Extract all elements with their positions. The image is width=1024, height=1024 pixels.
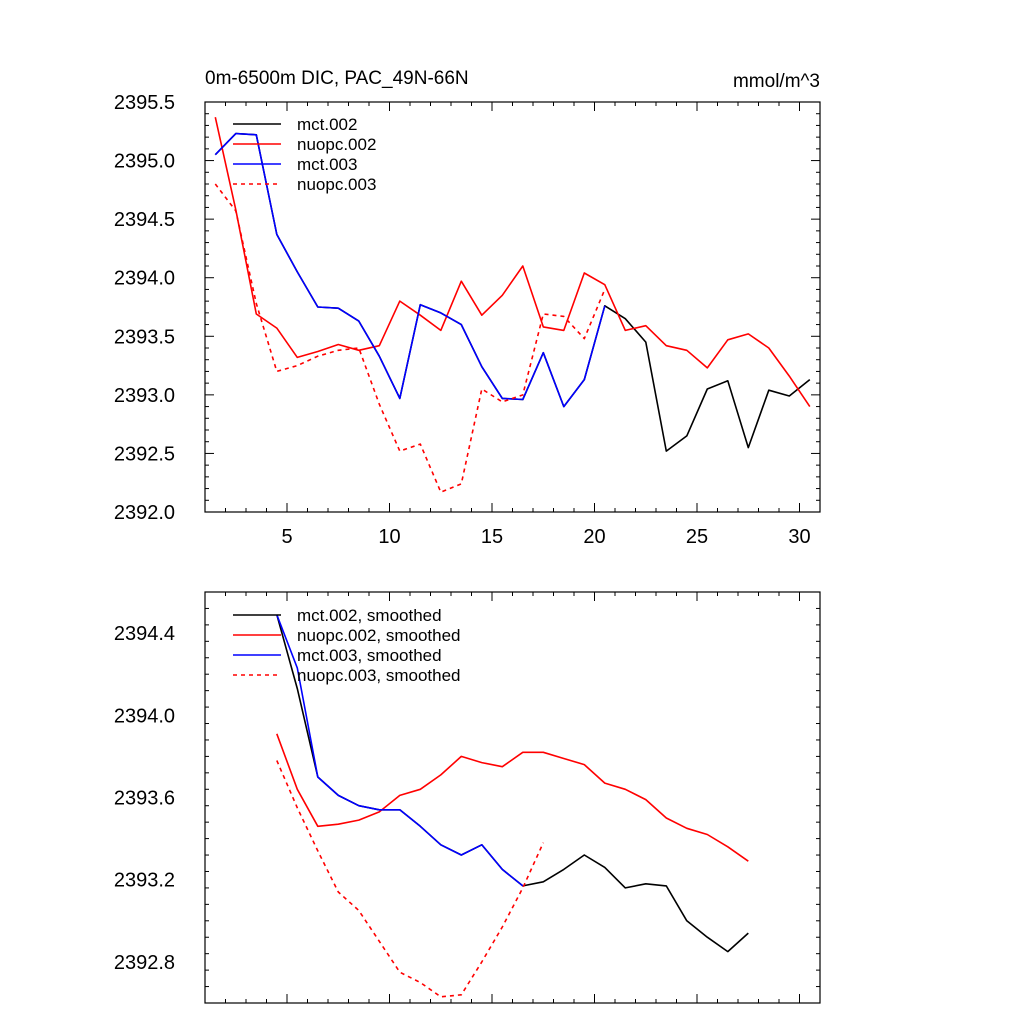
top-legend-label: mct.003 [297, 155, 357, 174]
bottom-y-tick-label: 2392.8 [114, 952, 175, 974]
top-series-nuopc-003 [214, 183, 606, 493]
top-series-mct-003 [214, 132, 606, 408]
top-y-tick-label: 2393.0 [114, 385, 175, 407]
top-plot: 5 10 15 20 25 30 2392.0 2392.5 2393.0 2393.5 2394.… [114, 92, 821, 548]
top-y-tick-label: 2395.5 [114, 92, 175, 114]
bottom-y-tick-label: 2394.4 [114, 623, 175, 645]
top-units: mmol/m^3 [733, 71, 820, 92]
bottom-plot: 2392.8 2393.2 2393.6 2394.0 2394.4 mct.002, s… [114, 591, 821, 1004]
top-x-tick-label: 20 [583, 526, 605, 548]
bottom-panel: 2392.8 2393.2 2393.6 2394.0 2394.4 mct.002, s… [114, 591, 821, 1004]
top-x-tick-label: 10 [378, 526, 400, 548]
top-y-tick-label: 2392.5 [114, 443, 175, 465]
top-panel: 0m-6500m DIC, PAC_49N-66N mmol/m^3 5 10 15… [114, 68, 821, 548]
top-y-tick-label: 2393.5 [114, 326, 175, 348]
bottom-series-mct-003-smoothed [276, 614, 524, 887]
bottom-series-nuopc-003-smoothed [276, 760, 545, 998]
bottom-y-tick-label: 2393.2 [114, 870, 175, 892]
top-y-tick-label: 2395.0 [114, 151, 175, 173]
bottom-legend-label: mct.003, smoothed [297, 646, 442, 665]
top-x-tick-label: 25 [686, 526, 708, 548]
top-legend-label: nuopc.003 [297, 175, 376, 194]
top-legend-label: nuopc.002 [297, 135, 376, 154]
bottom-y-tick-label: 2394.0 [114, 705, 175, 727]
bottom-y-tick-label: 2393.6 [114, 788, 175, 810]
top-y-tick-label: 2394.0 [114, 268, 175, 290]
top-x-tick-label: 15 [481, 526, 503, 548]
bottom-legend-label: mct.002, smoothed [297, 606, 442, 625]
top-legend-label: mct.002 [297, 115, 357, 134]
top-x-tick-label: 5 [281, 526, 292, 548]
top-series-nuopc-002 [214, 117, 811, 408]
top-y-tick-label: 2394.5 [114, 209, 175, 231]
top-x-tick-label: 30 [788, 526, 810, 548]
bottom-legend-label: nuopc.002, smoothed [297, 626, 461, 645]
top-title: 0m-6500m DIC, PAC_49N-66N [205, 68, 469, 89]
bottom-legend-label: nuopc.003, smoothed [297, 666, 461, 685]
top-y-tick-label: 2392.0 [114, 502, 175, 524]
bottom-series-nuopc-002-smoothed [276, 733, 749, 862]
